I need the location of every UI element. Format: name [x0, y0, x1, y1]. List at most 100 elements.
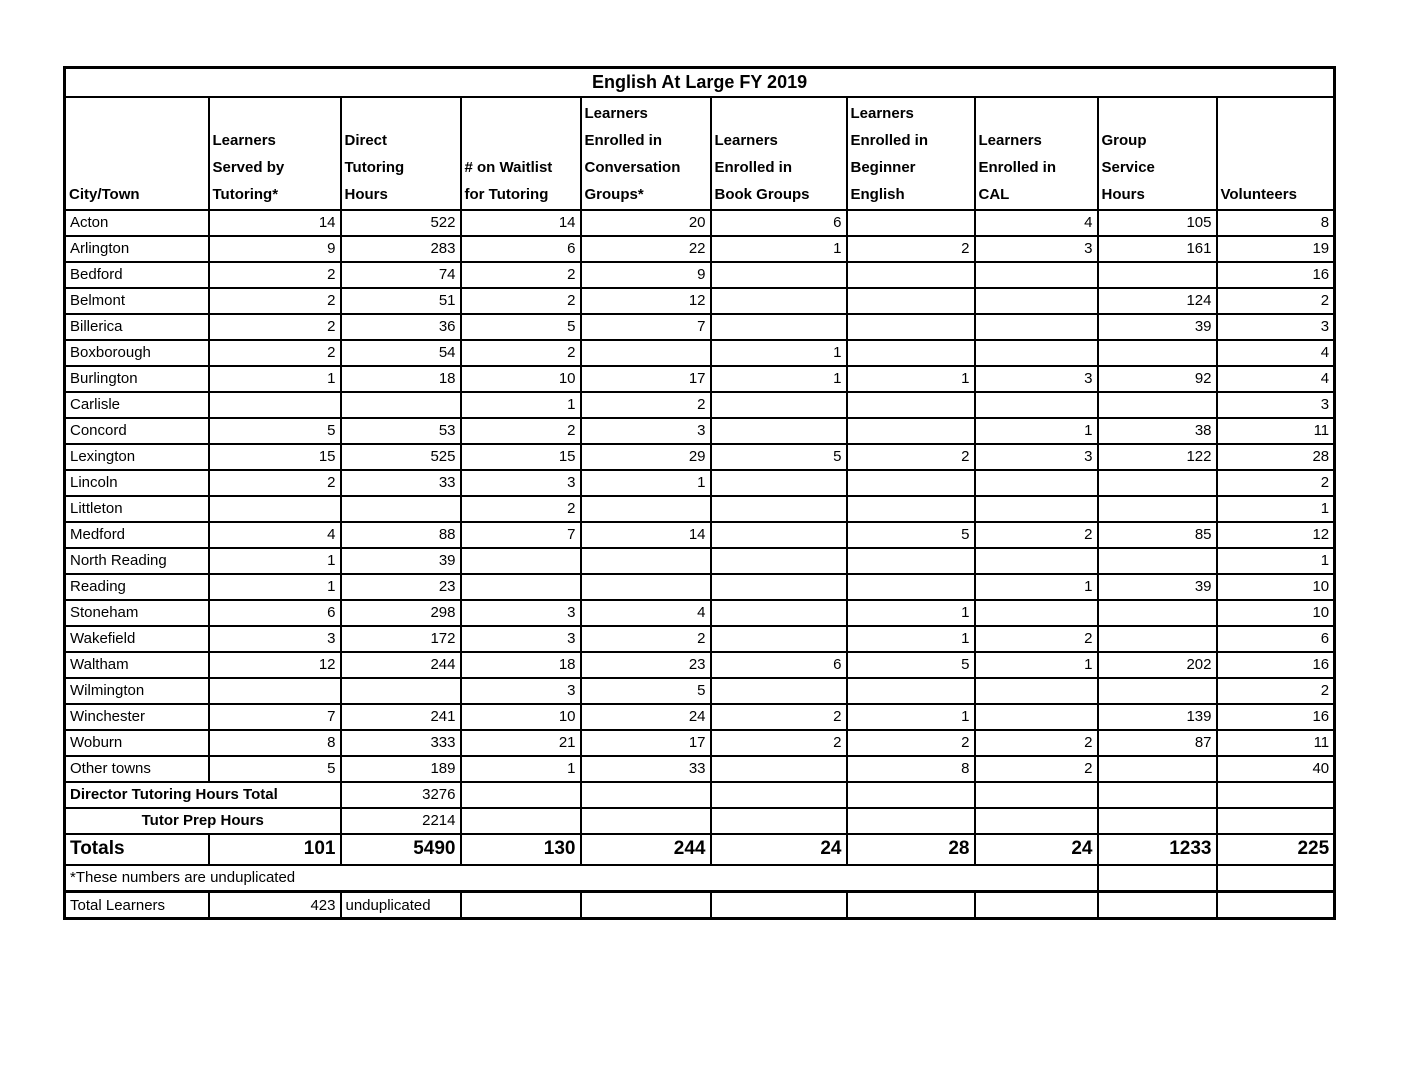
city-cell: Waltham — [63, 650, 210, 679]
total-cell: 130 — [459, 832, 582, 866]
value-cell: 8 — [1215, 208, 1336, 237]
value-cell: 2 — [973, 624, 1099, 653]
value-cell: 6 — [207, 598, 342, 627]
table-row: Wakefield 3 172 3 2 1 2 6 — [63, 624, 1336, 653]
value-cell — [973, 390, 1099, 419]
footnote-text: *These numbers are unduplicated — [63, 863, 1099, 893]
column-header-conversation-groups: Learners Enrolled in Conversation Groups… — [579, 95, 712, 211]
column-header-learners-served: Learners Served by Tutoring* — [207, 95, 342, 211]
value-cell — [973, 312, 1099, 341]
empty-cell — [709, 780, 848, 809]
value-cell — [973, 546, 1099, 575]
value-cell — [709, 676, 848, 705]
value-cell: 2 — [579, 624, 712, 653]
value-cell: 4 — [207, 520, 342, 549]
city-cell: Carlisle — [63, 390, 210, 419]
value-cell — [1096, 494, 1218, 523]
column-header-volunteers: Volunteers — [1215, 95, 1336, 211]
value-cell — [845, 286, 976, 315]
empty-cell — [709, 806, 848, 835]
value-cell — [709, 572, 848, 601]
value-cell: 189 — [339, 754, 462, 783]
value-cell: 2 — [845, 234, 976, 263]
table-row: Billerica 2 36 5 7 39 3 — [63, 312, 1336, 341]
value-cell: 7 — [207, 702, 342, 731]
total-cell: 24 — [709, 832, 848, 866]
value-cell — [339, 390, 462, 419]
value-cell: 2 — [207, 468, 342, 497]
value-cell: 5 — [845, 650, 976, 679]
value-cell: 10 — [459, 364, 582, 393]
value-cell: 3 — [579, 416, 712, 445]
city-cell: Wakefield — [63, 624, 210, 653]
value-cell: 1 — [459, 390, 582, 419]
value-cell — [709, 312, 848, 341]
value-cell: 139 — [1096, 702, 1218, 731]
title-row: English At Large FY 2019 — [63, 66, 1336, 98]
value-cell — [579, 338, 712, 367]
empty-cell — [1096, 890, 1218, 920]
value-cell — [973, 468, 1099, 497]
value-cell — [709, 754, 848, 783]
value-cell: 1 — [207, 546, 342, 575]
value-cell: 3 — [459, 624, 582, 653]
value-cell: 333 — [339, 728, 462, 757]
value-cell: 3 — [973, 234, 1099, 263]
table-row: Belmont 2 51 2 12 124 2 — [63, 286, 1336, 315]
value-cell: 12 — [579, 286, 712, 315]
value-cell: 5 — [709, 442, 848, 471]
footnote-row: *These numbers are unduplicated — [63, 863, 1336, 893]
empty-cell — [845, 780, 976, 809]
value-cell: 2 — [1215, 676, 1336, 705]
table-row: Lincoln 2 33 3 1 2 — [63, 468, 1336, 497]
row-label: Tutor Prep Hours — [63, 806, 342, 835]
value-cell: 1 — [845, 702, 976, 731]
value-cell: 11 — [1215, 728, 1336, 757]
empty-cell — [1215, 806, 1336, 835]
value-cell — [845, 312, 976, 341]
value-cell — [973, 260, 1099, 289]
value-cell: 1 — [207, 364, 342, 393]
city-cell: Stoneham — [63, 598, 210, 627]
value-cell — [1096, 598, 1218, 627]
data-table: English At Large FY 2019 City/Town Learn… — [63, 66, 1337, 920]
total-cell: 5490 — [339, 832, 462, 866]
value-cell: 18 — [339, 364, 462, 393]
value-cell — [1096, 676, 1218, 705]
value-cell — [973, 338, 1099, 367]
city-cell: Belmont — [63, 286, 210, 315]
value-cell — [1096, 546, 1218, 575]
value-cell — [973, 702, 1099, 731]
value-cell — [709, 546, 848, 575]
empty-cell — [1096, 806, 1218, 835]
total-cell: 101 — [207, 832, 342, 866]
empty-cell — [709, 890, 848, 920]
value-cell: 14 — [207, 208, 342, 237]
value-cell: 85 — [1096, 520, 1218, 549]
empty-cell — [1096, 780, 1218, 809]
column-header-direct-tutoring-hours: Direct Tutoring Hours — [339, 95, 462, 211]
empty-cell — [459, 780, 582, 809]
value-cell: 2 — [207, 312, 342, 341]
total-cell: 1233 — [1096, 832, 1218, 866]
city-cell: Burlington — [63, 364, 210, 393]
value-cell: 14 — [579, 520, 712, 549]
value-cell: 3 — [973, 442, 1099, 471]
city-cell: Billerica — [63, 312, 210, 341]
value-cell: 2 — [459, 338, 582, 367]
table-row: Stoneham 6 298 3 4 1 10 — [63, 598, 1336, 627]
value-cell — [845, 572, 976, 601]
value-cell: 88 — [339, 520, 462, 549]
empty-cell — [1096, 863, 1218, 893]
value-cell: 16 — [1215, 650, 1336, 679]
value-cell: 2 — [1215, 468, 1336, 497]
city-cell: Woburn — [63, 728, 210, 757]
table-row: Other towns 5 189 1 33 8 2 40 — [63, 754, 1336, 783]
empty-cell — [845, 890, 976, 920]
column-header-group-service-hours: Group Service Hours — [1096, 95, 1218, 211]
value-cell: 5 — [207, 754, 342, 783]
total-cell: 244 — [579, 832, 712, 866]
table-row: Burlington 1 18 10 17 1 1 3 92 4 — [63, 364, 1336, 393]
value-cell: 241 — [339, 702, 462, 731]
value-cell: 2 — [459, 260, 582, 289]
